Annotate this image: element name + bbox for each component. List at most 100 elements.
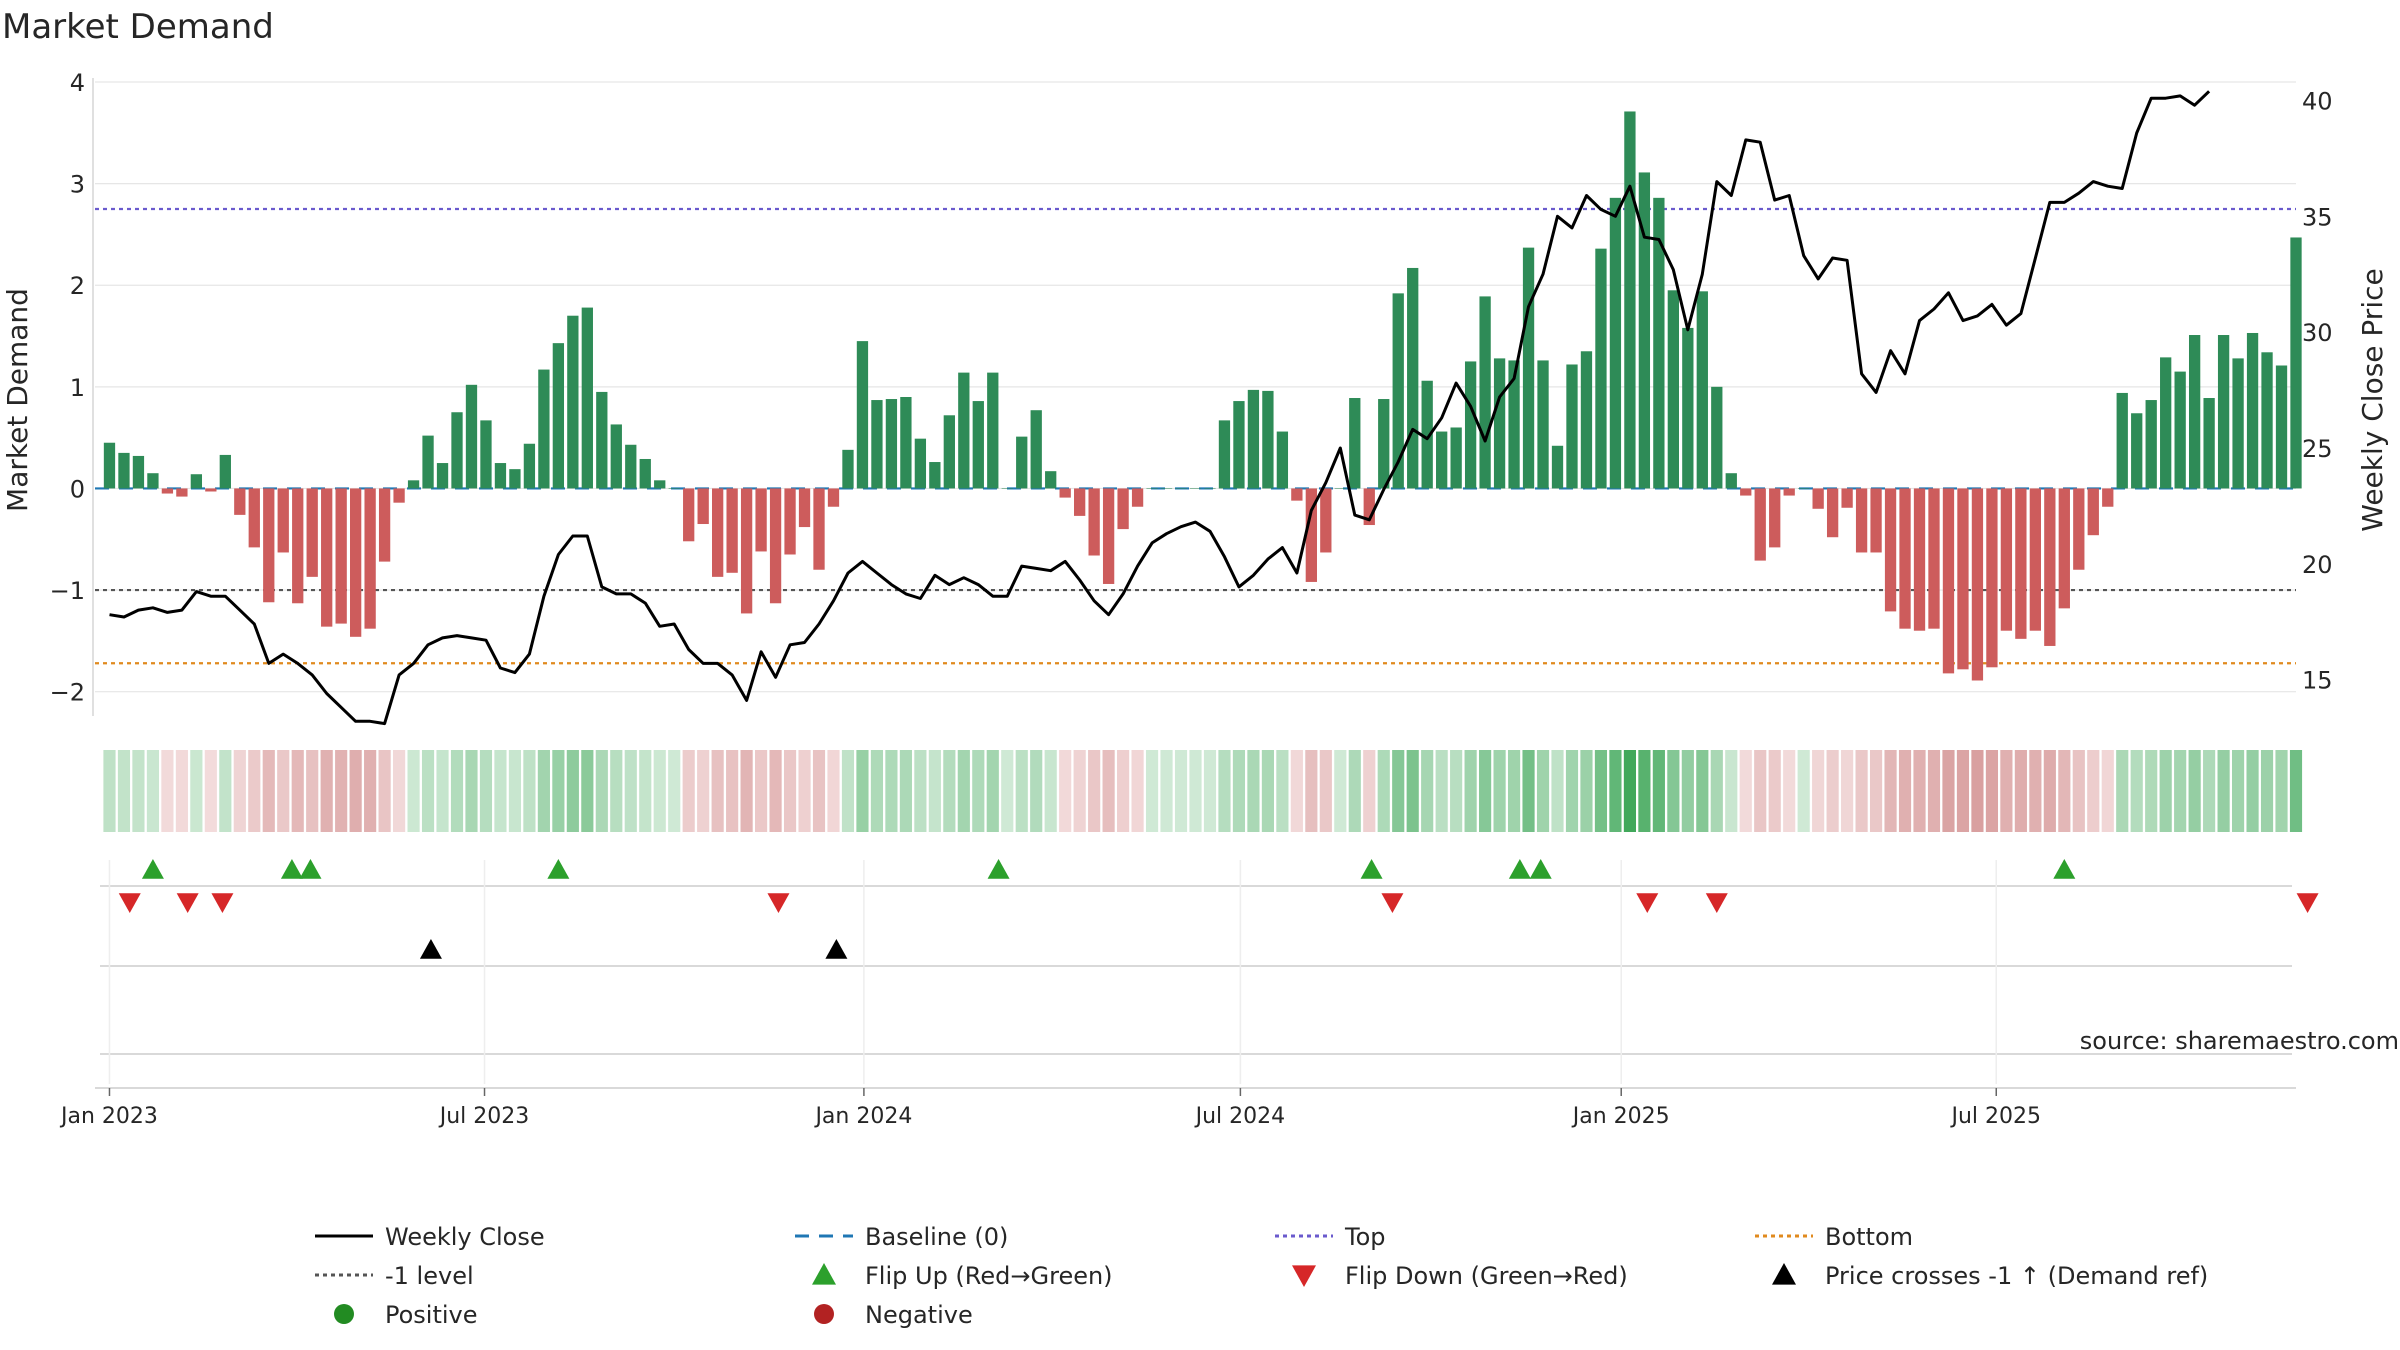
demand-bar <box>494 463 507 489</box>
flip-down-marker <box>767 893 790 913</box>
demand-bar <box>972 401 984 489</box>
strip-cell <box>1276 750 1289 832</box>
strip-cell <box>190 750 203 832</box>
demand-bar <box>2116 392 2128 489</box>
strip-cell <box>1073 750 1086 832</box>
y-tick-right: 20 <box>2302 551 2333 579</box>
demand-bar <box>2029 488 2042 631</box>
demand-bar <box>842 449 854 489</box>
demand-bar <box>2246 332 2259 489</box>
strip-cell <box>1232 750 1246 832</box>
strip-cell <box>1377 750 1390 832</box>
legend-item: Positive <box>334 1301 478 1329</box>
strip-cell <box>277 750 290 832</box>
strip-cell <box>2043 750 2056 832</box>
demand-bar <box>856 341 869 489</box>
demand-bar <box>2000 488 2013 631</box>
strip-cell <box>1609 750 1622 832</box>
strip-cell <box>610 750 623 832</box>
demand-bar <box>1913 488 1926 631</box>
strip-cell <box>1392 750 1405 832</box>
demand-bar <box>2131 413 2143 489</box>
strip-cell <box>1088 750 1101 832</box>
strip-cell <box>465 750 478 832</box>
demand-bar <box>610 424 622 489</box>
demand-bar <box>1131 488 1144 507</box>
demand-bar <box>2203 398 2215 489</box>
demand-bar <box>1812 488 1824 509</box>
demand-bar <box>726 488 738 573</box>
strip-cell <box>1710 750 1723 832</box>
demand-bar <box>465 384 478 489</box>
strip-cell <box>841 750 855 832</box>
demand-bar <box>1783 488 1795 496</box>
demand-bar <box>596 391 608 489</box>
strip-cell <box>1059 750 1072 832</box>
strip-cell <box>1681 750 1694 832</box>
legend-label: Positive <box>385 1301 478 1329</box>
weekly-close-line <box>109 90 2211 726</box>
strip-cell <box>1435 750 1448 832</box>
flip-down-marker <box>2296 893 2319 913</box>
demand-bar <box>1450 427 1462 489</box>
strip-cell <box>856 750 869 832</box>
strip-cell <box>2217 750 2230 832</box>
y-tick-right: 15 <box>2302 667 2333 695</box>
strip-cell <box>494 750 507 832</box>
demand-bar <box>813 488 825 570</box>
legend-label: Baseline (0) <box>865 1223 1008 1251</box>
demand-bar <box>2102 488 2114 507</box>
x-tick-label: Jan 2024 <box>813 1104 912 1129</box>
y-tick-left: 0 <box>70 475 85 503</box>
demand-bar <box>248 488 260 548</box>
strip-cell <box>349 750 362 832</box>
strip-cell <box>335 750 348 832</box>
demand-bar <box>1030 410 1042 489</box>
strip-cell <box>2014 750 2027 832</box>
legend-item: Bottom <box>1755 1223 1913 1251</box>
legend-label: Weekly Close <box>385 1223 545 1251</box>
demand-bar <box>1421 380 1433 489</box>
demand-bar <box>1696 291 1708 489</box>
strip-cell <box>1884 750 1897 832</box>
demand-bar <box>1682 327 1694 489</box>
flip-down-marker <box>211 893 234 913</box>
demand-bar <box>958 372 970 489</box>
strip-cell <box>668 750 681 832</box>
strip-cell <box>1869 750 1883 832</box>
strip-cell <box>2029 750 2042 832</box>
strip-cell <box>1261 750 1274 832</box>
strip-cell <box>1131 750 1144 832</box>
strip-cell <box>885 750 898 832</box>
strip-cell <box>1348 750 1361 832</box>
strip-cell <box>479 750 493 832</box>
demand-bar <box>1334 488 1346 489</box>
demand-bar <box>378 488 391 562</box>
flip-up-marker <box>1508 859 1531 879</box>
price-cross-marker <box>825 939 848 959</box>
demand-bar <box>2188 335 2201 489</box>
demand-bar <box>292 488 304 604</box>
demand-bar <box>1957 488 1969 670</box>
strip-cell <box>2159 750 2172 832</box>
demand-bar <box>1841 488 1853 508</box>
strip-cell <box>407 750 420 832</box>
demand-bar <box>1001 488 1013 489</box>
flip-down-marker <box>1636 893 1659 913</box>
strip-cell <box>783 750 797 832</box>
strip-cell <box>175 750 188 832</box>
strip-cell <box>2130 750 2143 832</box>
strip-cell <box>827 750 840 832</box>
demand-bar <box>306 488 318 577</box>
y-tick-left: 1 <box>70 374 85 402</box>
demand-bar <box>1870 488 1882 553</box>
strip-cell <box>711 750 724 832</box>
demand-bar <box>263 488 275 603</box>
strip-cell <box>1898 750 1912 832</box>
demand-bar <box>103 442 116 489</box>
strip-cell <box>1725 750 1738 832</box>
strip-cell <box>1580 750 1593 832</box>
demand-bar <box>2217 335 2230 489</box>
demand-bar <box>683 488 695 542</box>
